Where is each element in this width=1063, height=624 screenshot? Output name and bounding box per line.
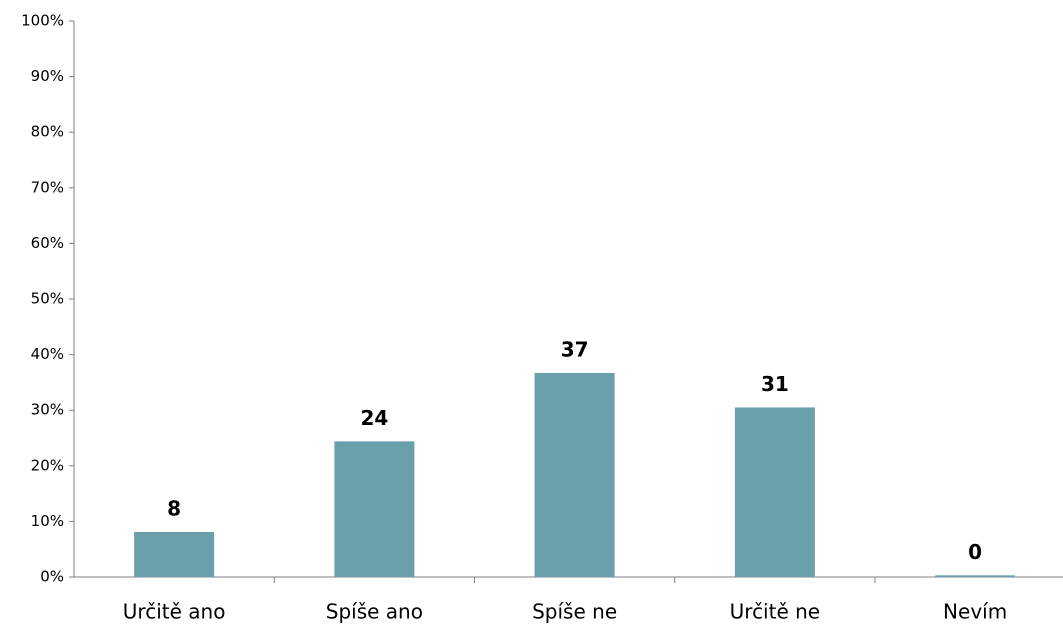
chart: 0% 10% 20% 30% 40% 50% 60% 70% 80% 90% 100% Určitě … [0, 0, 1063, 624]
x-tick-label: Určitě ne [730, 600, 820, 624]
bar [334, 441, 414, 577]
page: 0% 10% 20% 30% 40% 50% 60% 70% 80% 90% 100% Určitě … [0, 0, 1063, 624]
y-tick-label: 50% [31, 290, 64, 308]
bar [735, 407, 815, 577]
x-tick-label: Spíše ne [532, 600, 617, 624]
y-tick-label: 20% [31, 456, 64, 474]
value-label: 0 [968, 540, 982, 564]
value-label: 8 [167, 496, 181, 520]
y-tick-label: 70% [31, 178, 64, 196]
y-tick-label: 90% [31, 67, 64, 85]
bar [935, 575, 1015, 577]
value-label: 37 [561, 337, 589, 361]
y-tick-label: 30% [31, 401, 64, 419]
value-label: 31 [761, 372, 789, 396]
x-tick-label: Spíše ano [326, 600, 423, 624]
bar [535, 373, 615, 577]
y-tick-label: 80% [31, 123, 64, 141]
y-tick-label: 60% [31, 234, 64, 252]
y-tick-label: 40% [31, 345, 64, 363]
y-tick-label: 0% [40, 568, 64, 586]
x-tick-label: Nevím [943, 600, 1007, 624]
bar [134, 532, 214, 577]
value-label: 24 [360, 406, 388, 430]
x-tick-label: Určitě ano [123, 600, 226, 624]
y-tick-label: 10% [31, 512, 64, 530]
y-tick-label: 100% [21, 12, 64, 30]
